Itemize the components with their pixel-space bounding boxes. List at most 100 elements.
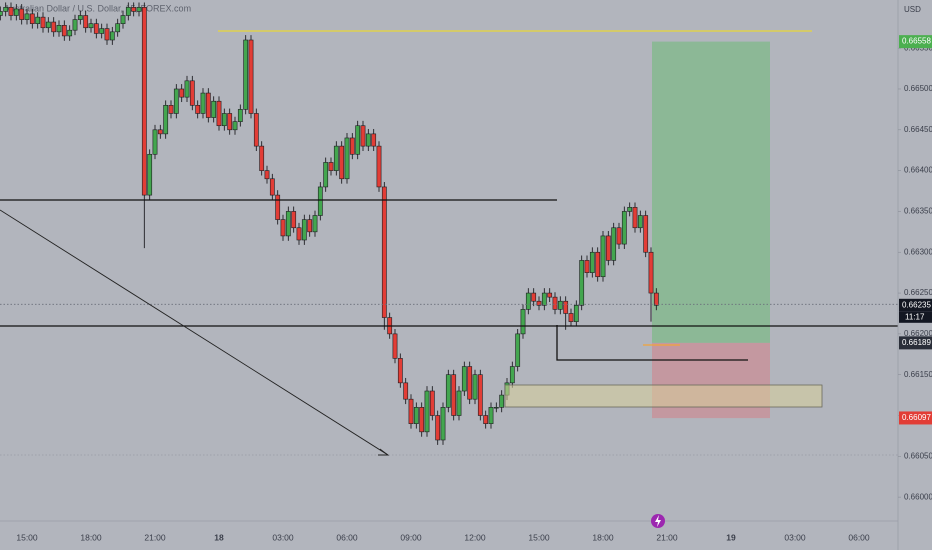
x-tick-label: 21:00 (656, 532, 678, 542)
candle-body (131, 7, 137, 12)
candle-body (248, 39, 254, 114)
candle-body (456, 390, 462, 416)
candle-body (120, 15, 126, 24)
y-tick-label: 0.66250 (904, 288, 932, 297)
candle-body (35, 16, 41, 24)
candle-body (285, 211, 291, 237)
candle-body (29, 13, 35, 24)
x-tick-label: 09:00 (400, 532, 422, 542)
y-tick-label: 0.66000 (904, 492, 932, 501)
candle-body (40, 16, 46, 29)
x-tick-label: 06:00 (336, 532, 358, 542)
candle-body (0, 11, 3, 16)
candle-body (312, 215, 318, 233)
candle-body (333, 145, 339, 171)
x-tick-label: 03:00 (784, 532, 806, 542)
candle-body (269, 178, 275, 196)
candle-body (381, 186, 387, 318)
candle-body (557, 300, 563, 310)
candle-body (88, 23, 94, 29)
candle-body (24, 13, 30, 20)
candle-body (317, 186, 323, 216)
candle-body (3, 7, 9, 12)
candle-body (563, 300, 569, 314)
y-tick-label: 0.66150 (904, 370, 932, 379)
candle-body (104, 28, 110, 41)
candle-body (157, 129, 163, 135)
symbol-title: Australian Dollar / U.S. Dollar, 15, FOR… (4, 3, 191, 13)
candle-body (259, 145, 265, 171)
candle-body (115, 23, 121, 33)
candle-body (349, 137, 355, 155)
y-tick-label: 0.66350 (904, 207, 932, 216)
candle-body (275, 194, 281, 220)
candle-body (93, 23, 99, 34)
x-tick-label: 06:00 (848, 532, 870, 542)
candle-body (173, 88, 179, 114)
trend-arrow (0, 209, 389, 456)
candle-body (584, 260, 590, 273)
candle-body (291, 211, 297, 229)
candle-body (621, 211, 627, 245)
x-tick-label: 12:00 (464, 532, 486, 542)
y-tick-label: 0.66400 (904, 166, 932, 175)
lightning (655, 515, 661, 527)
price-label-box (899, 411, 932, 425)
candle-body (243, 39, 249, 110)
candle-body (77, 15, 83, 20)
x-tick-label: 15:00 (528, 532, 550, 542)
candle-body (499, 394, 505, 408)
candle-body (227, 113, 233, 131)
candle-body (141, 7, 147, 196)
candle-body (179, 88, 185, 98)
countdown-label: 11:17 (905, 312, 925, 321)
candles (0, 2, 659, 445)
candle-body (280, 219, 286, 237)
candle-body (72, 19, 78, 31)
candle-body (520, 309, 526, 335)
candle-body (408, 398, 414, 424)
candle-body (536, 300, 542, 306)
x-tick-label: 19 (726, 532, 736, 542)
candle-body (493, 407, 499, 409)
x-tick-label: 15:00 (16, 532, 38, 542)
candle-body (488, 407, 494, 424)
price-label: 0.66558 (902, 37, 931, 46)
candle-body (19, 8, 25, 20)
candle-body (264, 170, 270, 180)
candle-body (195, 105, 201, 114)
candle-body (376, 145, 382, 188)
candle-body (632, 207, 638, 229)
y-tick-label: 0.66050 (904, 451, 932, 460)
candle-body (237, 109, 243, 122)
candle-body (589, 251, 595, 273)
candle-body (477, 374, 483, 416)
candle-body (445, 374, 451, 408)
candle-body (355, 125, 361, 155)
candle-body (531, 292, 537, 302)
candle-body (637, 215, 643, 229)
candle-body (216, 100, 222, 127)
candle-body (365, 133, 371, 147)
candle-body (547, 292, 553, 298)
candle-body (344, 137, 350, 180)
time-axis: 15:00 18:00 21:00 18 03:00 06:00 09:00 12:00 15:… (16, 532, 870, 542)
candle-body (360, 125, 366, 147)
candle-body (13, 8, 19, 16)
candle-body (653, 292, 659, 306)
y-tick-label: 0.66500 (904, 84, 932, 93)
candle-body (51, 21, 57, 33)
price-label: 0.66097 (902, 413, 931, 422)
demand-zone (504, 384, 823, 408)
candle-body (328, 162, 334, 171)
candle-body (253, 113, 259, 147)
candle-body (525, 292, 531, 310)
price-label-box (899, 298, 932, 312)
candle-body (451, 374, 457, 416)
candle-body (573, 305, 579, 322)
x-tick-label: 18:00 (592, 532, 614, 542)
candle-body (109, 31, 115, 41)
candle-body (8, 7, 14, 16)
